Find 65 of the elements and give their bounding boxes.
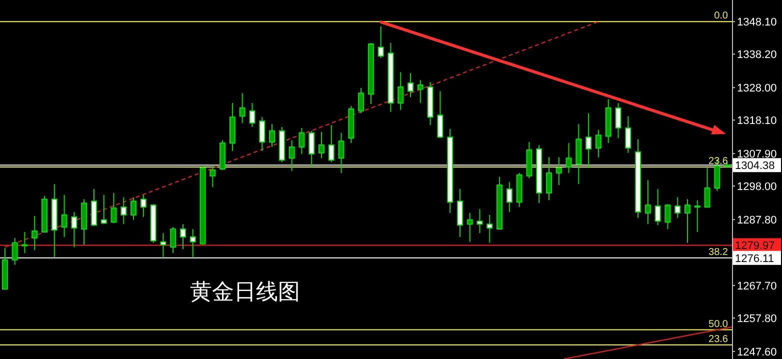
annotation: 0.0 xyxy=(714,10,728,22)
candlestick xyxy=(644,180,651,225)
candlestick xyxy=(210,166,216,188)
candlestick xyxy=(615,102,622,139)
ref-line-label: 1279.97 xyxy=(735,240,775,252)
candlestick xyxy=(417,80,424,104)
candlestick xyxy=(398,72,404,110)
candlestick xyxy=(338,132,344,174)
candlestick xyxy=(476,208,483,234)
candlestick xyxy=(358,87,364,114)
candlestick xyxy=(130,196,137,220)
candlestick xyxy=(259,116,266,152)
candlestick xyxy=(318,131,324,159)
y-tick-label: 1338.20 xyxy=(737,49,777,62)
candlestick xyxy=(456,188,463,238)
candlestick xyxy=(654,188,661,226)
candlestick xyxy=(120,196,127,225)
candlestick xyxy=(140,194,146,218)
candlestick xyxy=(22,232,28,254)
candlestick xyxy=(466,212,473,242)
candlestick xyxy=(595,129,602,158)
candlestick xyxy=(684,198,690,244)
candlestick xyxy=(664,204,671,230)
candlestick xyxy=(408,72,414,98)
y-tick-label: 1247.60 xyxy=(737,346,777,358)
text: 黄金日线图 xyxy=(189,279,301,307)
candlestick xyxy=(704,168,710,208)
candlestick xyxy=(100,194,107,225)
ref-line-label: 1304.38 xyxy=(735,160,775,172)
y-tick-label: 1287.80 xyxy=(737,214,777,227)
candlestick xyxy=(566,142,572,174)
candlestick xyxy=(506,182,512,212)
candlestick xyxy=(249,102,256,128)
candlestick xyxy=(486,214,493,244)
candlestick xyxy=(328,124,334,163)
annotation: 38.2 xyxy=(708,246,728,258)
y-tick-label: 1307.90 xyxy=(737,148,777,161)
ref-line-label: 1276.11 xyxy=(735,252,774,265)
candlestick xyxy=(546,156,552,201)
candlestick xyxy=(170,226,176,254)
annotation: 50.0 xyxy=(708,318,728,330)
candlestick xyxy=(437,90,444,139)
candlestick xyxy=(110,192,117,224)
candlestick xyxy=(180,224,186,250)
y-tick-label: 1318.10 xyxy=(737,115,777,128)
candlestick xyxy=(12,237,18,266)
candlestick xyxy=(71,211,78,248)
y-tick-label: 1348.10 xyxy=(737,16,777,29)
candlestick xyxy=(90,188,97,227)
candlestick xyxy=(556,156,562,186)
y-tick-label: 1328.00 xyxy=(737,82,777,95)
candlestick xyxy=(288,140,295,172)
candlestick xyxy=(269,124,276,148)
candlestick xyxy=(61,194,68,238)
y-tick-label: 1267.70 xyxy=(737,280,777,292)
candlestick xyxy=(298,127,305,154)
y-tick-label: 1298.00 xyxy=(737,181,777,194)
y-tick-label: 1257.80 xyxy=(737,312,777,325)
candlestick xyxy=(378,26,384,59)
candlestick xyxy=(32,215,38,251)
candlestick xyxy=(625,116,632,154)
candlestick xyxy=(674,196,681,218)
candlestick xyxy=(239,92,246,124)
annotation: 23.6 xyxy=(708,334,728,345)
candlestick xyxy=(694,200,700,233)
